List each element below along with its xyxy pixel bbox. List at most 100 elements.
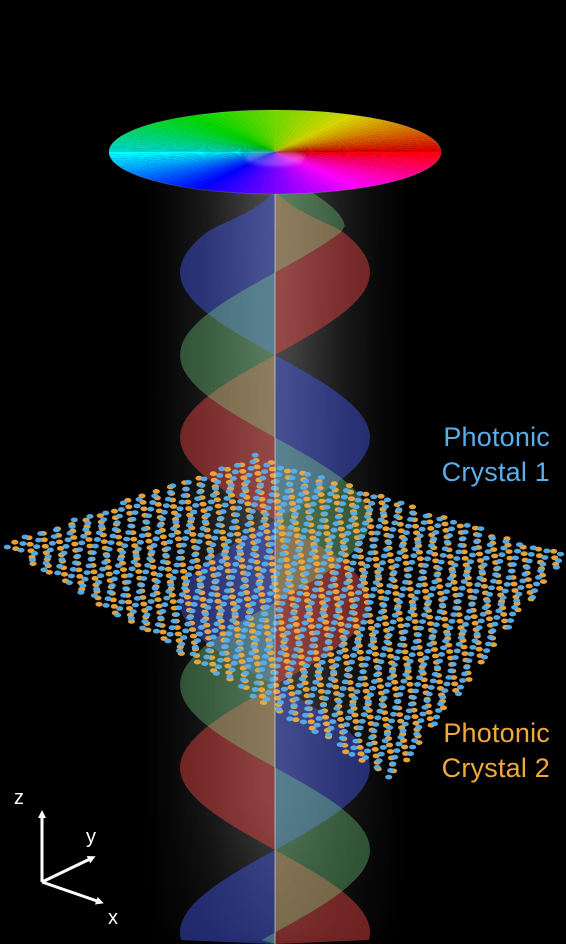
phase-disk-wedge xyxy=(275,110,350,152)
phase-disk-wedge xyxy=(165,110,275,152)
lattice-hole xyxy=(149,500,157,505)
lattice-hole xyxy=(173,530,182,535)
lattice-hole xyxy=(354,732,362,737)
phase-disk-wedge xyxy=(237,152,275,194)
lattice-hole xyxy=(188,627,197,632)
lattice-hole xyxy=(224,473,233,479)
lattice-hole xyxy=(297,541,305,547)
lattice-hole xyxy=(433,714,441,720)
lattice-hole xyxy=(358,626,366,632)
lattice-hole xyxy=(247,607,255,613)
lattice-hole xyxy=(214,479,222,485)
lattice-hole xyxy=(205,648,213,653)
lattice-hole xyxy=(339,686,347,691)
lattice-hole xyxy=(392,705,400,711)
lattice-hole xyxy=(95,530,104,536)
lattice-hole xyxy=(378,702,386,707)
lattice-hole xyxy=(543,548,551,554)
lattice-hole xyxy=(208,560,216,565)
lattice-hole xyxy=(387,768,395,773)
lattice-hole xyxy=(100,517,108,522)
lattice-hole xyxy=(129,609,137,614)
lattice-hole xyxy=(176,506,184,512)
lattice-hole xyxy=(231,611,239,617)
lattice-hole xyxy=(451,655,459,660)
lattice-hole xyxy=(78,540,86,546)
lattice-hole xyxy=(239,468,247,474)
lattice-hole xyxy=(268,466,276,472)
lattice-hole xyxy=(483,598,491,604)
lattice-hole xyxy=(67,573,75,579)
lattice-hole xyxy=(429,586,437,591)
lattice-hole xyxy=(372,580,380,585)
lattice-hole xyxy=(465,581,473,587)
lattice-hole xyxy=(389,527,397,532)
lattice-hole xyxy=(516,542,524,547)
lattice-hole xyxy=(160,540,168,546)
phase-disk-wedge xyxy=(274,110,288,152)
lattice-hole xyxy=(123,536,131,542)
lattice-hole xyxy=(393,606,401,612)
lattice-hole xyxy=(337,692,345,698)
phase-disk-wedge xyxy=(188,110,275,152)
lattice-hole xyxy=(496,558,504,564)
lattice-hole xyxy=(471,620,479,626)
lattice-hole xyxy=(155,603,163,609)
lattice-hole xyxy=(237,499,245,504)
lattice-hole xyxy=(182,628,190,634)
lattice-hole xyxy=(349,560,357,566)
lattice-hole xyxy=(237,591,245,597)
lattice-hole xyxy=(169,483,177,489)
lattice-hole xyxy=(413,589,421,595)
lattice-hole xyxy=(265,690,273,695)
lattice-hole xyxy=(204,555,213,561)
lattice-hole xyxy=(360,712,368,717)
lattice-hole xyxy=(203,512,211,518)
lattice-hole xyxy=(366,517,374,523)
lattice-hole xyxy=(339,593,347,599)
phase-disk-wedge xyxy=(275,152,441,178)
lattice-hole xyxy=(338,501,346,507)
lattice-hole xyxy=(315,481,323,487)
lattice-hole xyxy=(290,610,298,616)
lattice-hole xyxy=(386,675,394,681)
lattice-hole xyxy=(296,683,304,689)
lattice-hole xyxy=(550,548,558,554)
lattice-hole xyxy=(308,725,316,731)
lattice-hole xyxy=(217,608,225,614)
lattice-hole xyxy=(283,563,291,569)
lattice-hole xyxy=(308,551,316,556)
lattice-hole xyxy=(325,732,333,738)
lattice-hole xyxy=(309,594,318,599)
lattice-hole xyxy=(507,568,515,574)
lattice-hole xyxy=(257,667,265,672)
lattice-hole xyxy=(254,630,262,636)
lattice-hole xyxy=(178,562,187,568)
lattice-hole xyxy=(378,500,386,506)
lattice-hole xyxy=(216,565,224,571)
photonic-crystal-2-line1: Photonic xyxy=(443,718,550,748)
lattice-hole xyxy=(457,635,465,641)
lattice-hole xyxy=(405,708,413,714)
lattice-hole xyxy=(212,578,220,584)
lattice-hole xyxy=(159,534,167,540)
lattice-hole xyxy=(233,626,241,632)
lattice-hole xyxy=(232,561,240,567)
lattice-hole xyxy=(240,627,249,633)
lattice-hole xyxy=(214,598,222,604)
lattice-hole xyxy=(435,708,443,713)
lattice-hole xyxy=(395,599,403,605)
lattice-hole xyxy=(496,586,504,591)
lattice-hole xyxy=(213,529,221,534)
lattice-hole xyxy=(163,595,171,601)
lattice-hole xyxy=(127,523,135,529)
lattice-hole xyxy=(368,685,377,691)
lattice-hole xyxy=(343,580,351,586)
phase-disk-wedge xyxy=(275,138,441,152)
phase-disk-wedge xyxy=(262,152,276,194)
lattice-hole xyxy=(292,554,301,560)
lattice-hole xyxy=(332,494,340,499)
lattice-hole xyxy=(252,495,261,501)
lattice-hole xyxy=(433,572,441,578)
lattice-hole xyxy=(190,509,198,515)
